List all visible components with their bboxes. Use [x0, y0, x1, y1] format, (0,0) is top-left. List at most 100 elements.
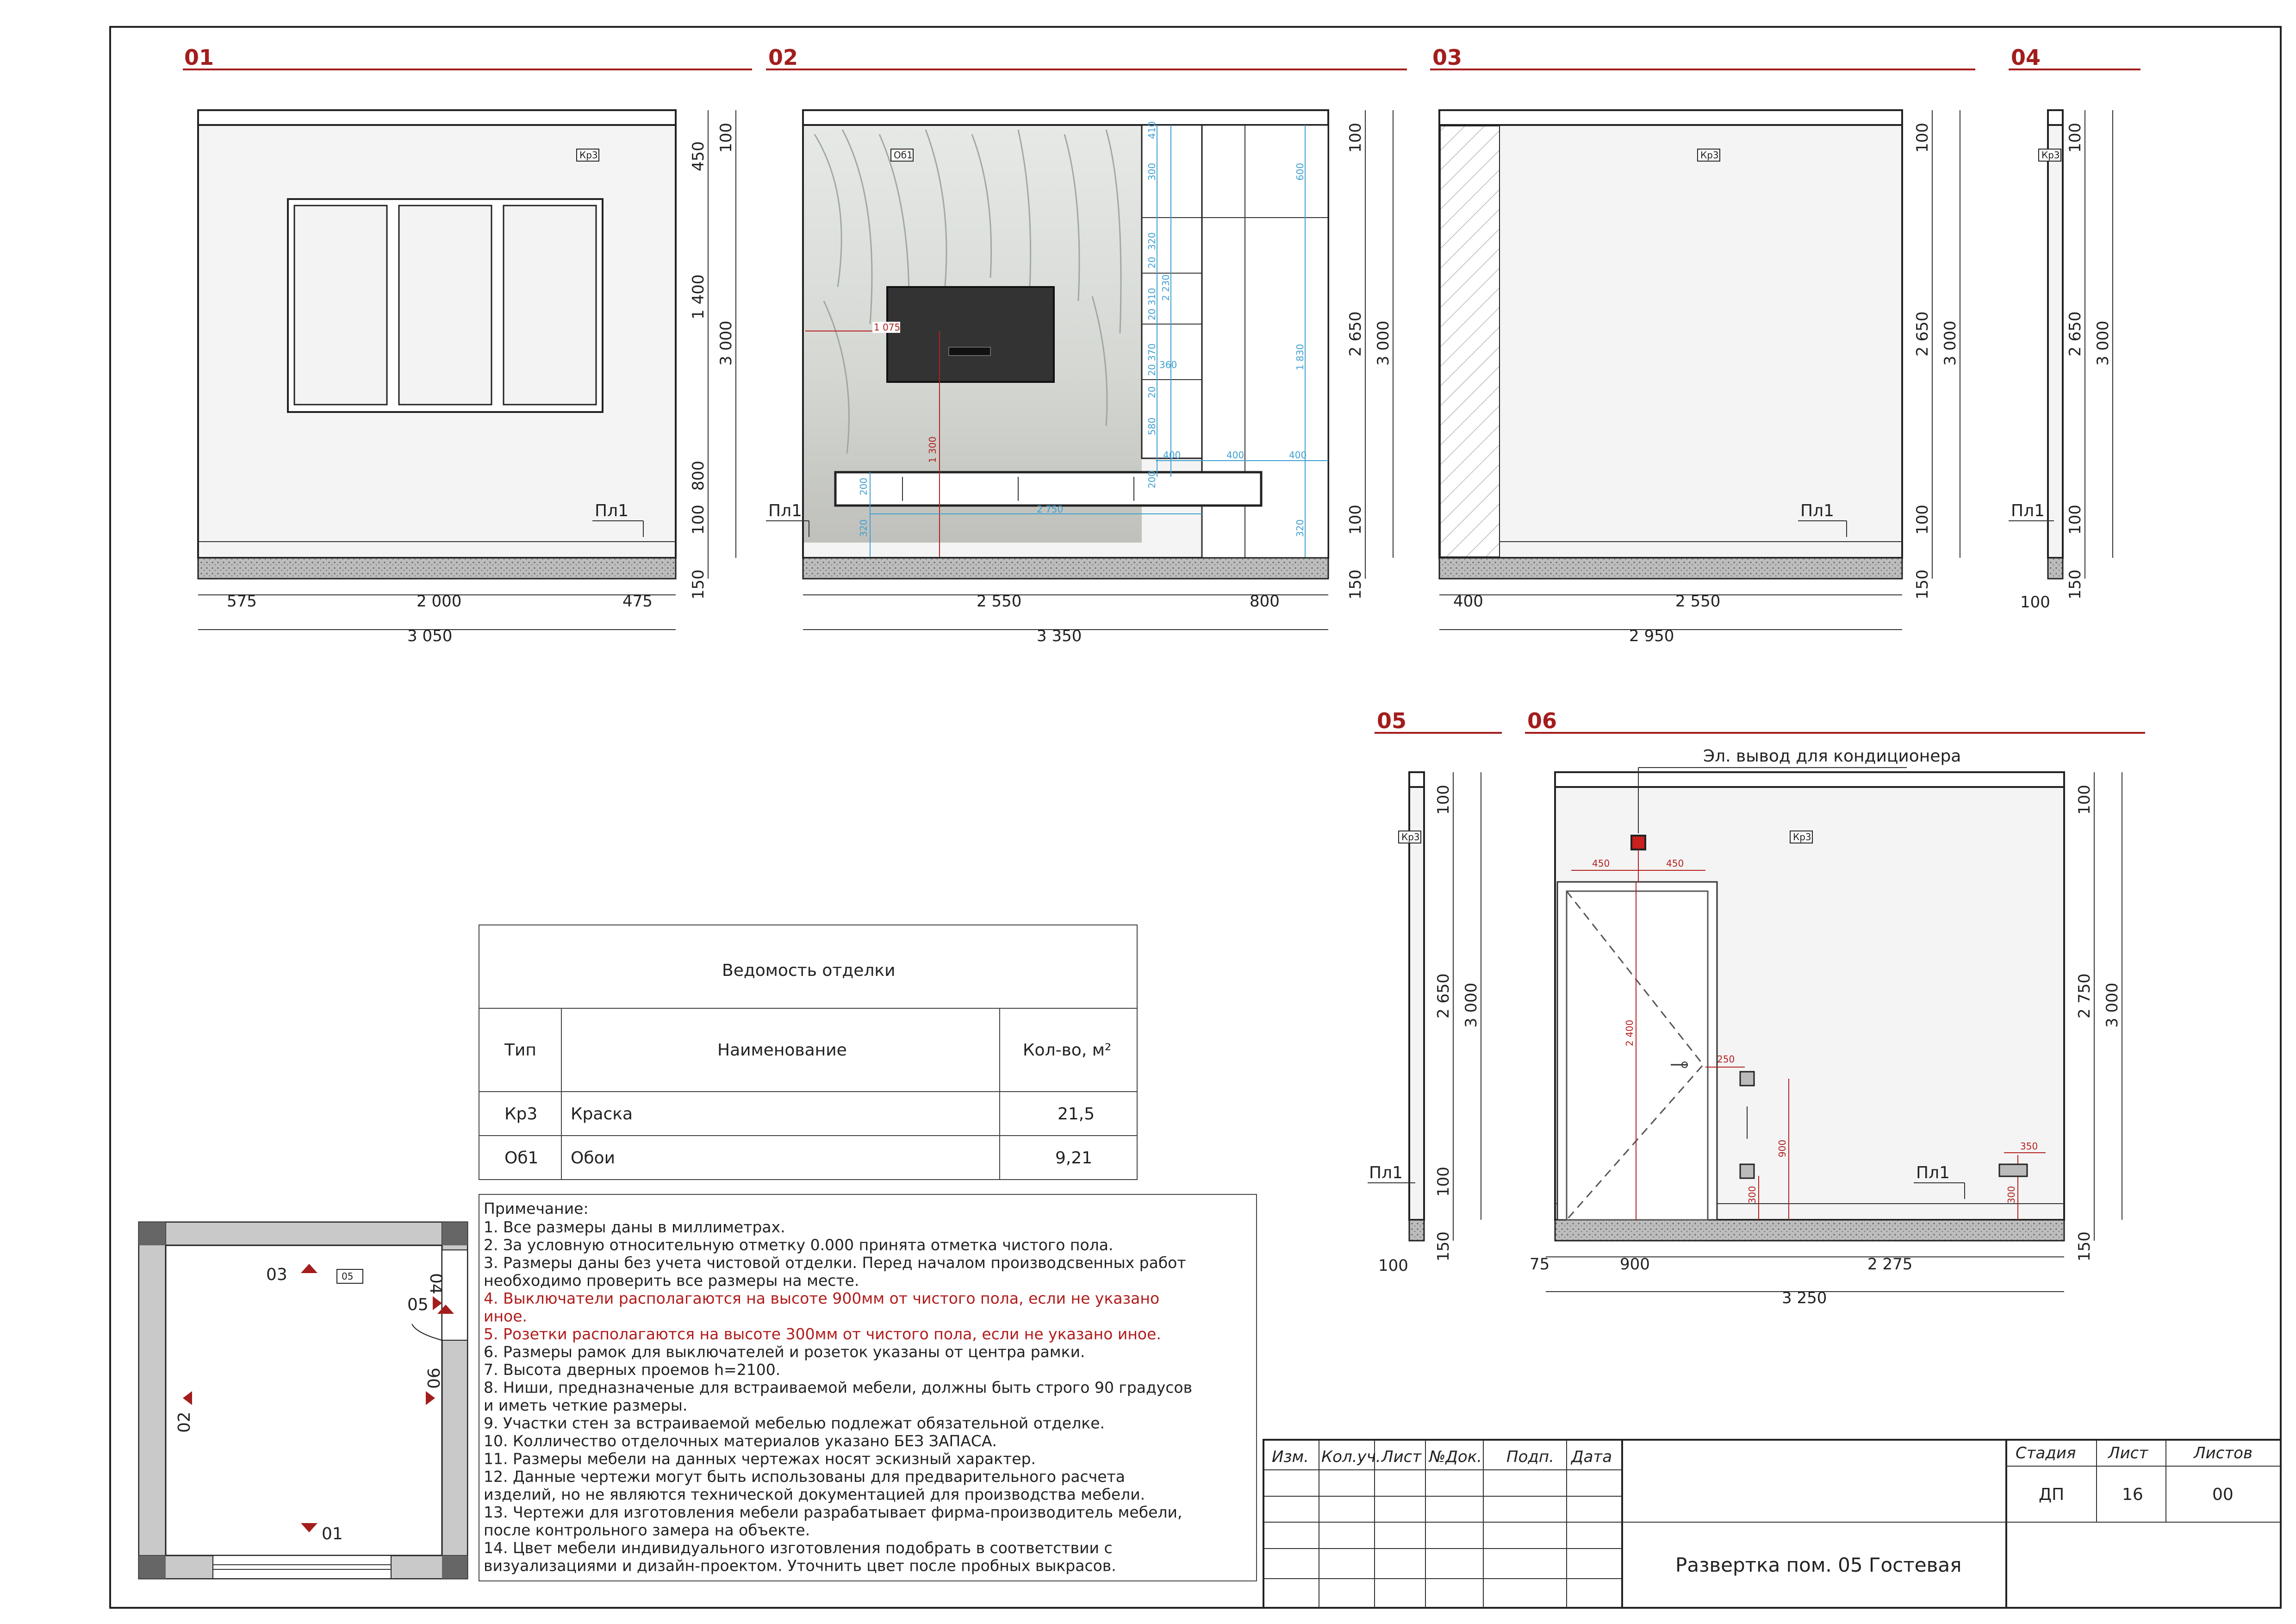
dim-text: 1 400 [689, 275, 708, 319]
table-cell: 21,5 [1058, 1105, 1095, 1124]
dim-text: 200 [1146, 471, 1157, 488]
dim-text: 1 075 [874, 322, 900, 333]
title-block-cell: Лист [1381, 1448, 1422, 1466]
note-line: 12. Данные чертежи могут быть использова… [484, 1468, 1125, 1486]
marker-label: 06 [425, 1368, 444, 1389]
title-block-value: ДП [2039, 1485, 2064, 1504]
dim-text: 150 [689, 569, 708, 600]
dim-text: 400 [1289, 450, 1307, 461]
dim-text: 320 [858, 519, 869, 537]
dim-text: 800 [689, 461, 708, 491]
title-block: Изм. Кол.уч. Лист №Док. Подп. Дата Стади… [1263, 1439, 2282, 1609]
dim-text: 20 [1146, 257, 1157, 269]
title-block-value: 16 [2122, 1485, 2143, 1504]
marker-label: 04 [426, 1273, 445, 1294]
dim-text: 2 275 [1867, 1255, 1912, 1274]
dim-text: 20 [1146, 309, 1157, 320]
view-marker [183, 1391, 192, 1405]
floor-tag: Пл1 [1800, 501, 1834, 520]
room-plan: 05 03 02 01 06 05 04 [138, 1221, 468, 1580]
dim-text: 450 [1666, 858, 1684, 869]
dim-text: 3 000 [1941, 321, 1960, 366]
title-block-value: 00 [2212, 1485, 2234, 1504]
dim-text: 370 [1146, 344, 1157, 361]
dim-text: 3 000 [1462, 983, 1481, 1028]
table-title: Ведомость отделки [722, 961, 896, 980]
dim-text: 2 650 [2066, 312, 2084, 356]
marker-label: 05 [407, 1295, 429, 1314]
dim-text: 450 [1592, 858, 1610, 869]
dim-text: 320 [1146, 232, 1157, 250]
socket [1739, 1163, 1755, 1179]
view-05-title: 05 [1377, 708, 1406, 733]
view-02-title: 02 [768, 45, 798, 70]
floor-tag: Пл1 [768, 501, 802, 520]
dim-text: 3 000 [1374, 321, 1393, 366]
dim-text: 3 000 [2094, 321, 2112, 366]
floor-tag: Пл1 [595, 501, 628, 520]
note-line: 10. Колличество отделочных материалов ук… [484, 1432, 997, 1450]
dim-text: 2 400 [1624, 1020, 1635, 1046]
double-socket [1998, 1163, 2028, 1177]
note-line: 8. Ниши, предназначеные для встраиваемой… [484, 1379, 1192, 1397]
dim-text: 2 750 [1037, 504, 1063, 515]
dim-text: 1 830 [1294, 344, 1306, 370]
finish-tag: Кр3 [579, 150, 598, 161]
dim-text: 300 [1747, 1186, 1758, 1204]
view-02: 02 1 075 1 300 [766, 45, 1407, 645]
dim-text: 150 [1434, 1231, 1453, 1262]
dim-text: 150 [2066, 569, 2084, 600]
dim-text: 2 550 [977, 592, 1021, 611]
table-header: Наименование [717, 1041, 847, 1060]
dim-text: 400 [1453, 592, 1483, 611]
marker-label: 01 [322, 1524, 343, 1543]
view-marker [426, 1391, 435, 1405]
view-marker [301, 1523, 317, 1532]
note-line: 6. Размеры рамок для выключателей и розе… [484, 1343, 1085, 1361]
dim-text: 1 300 [927, 437, 938, 463]
dim-text: 310 [1146, 288, 1157, 306]
dim-text: 3 350 [1037, 627, 1082, 645]
dim-text: 3 250 [1782, 1289, 1827, 1307]
title-block-cell: Листов [2193, 1444, 2252, 1462]
dim-text: 20 [1146, 364, 1157, 376]
dim-text: 360 [1159, 359, 1177, 370]
tv-console [834, 471, 1263, 507]
room-number: 05 [342, 1271, 353, 1282]
title-block-cell: Изм. [1272, 1448, 1309, 1466]
dim-text: 250 [1717, 1054, 1735, 1065]
title-block-cell: Кол.уч. [1321, 1448, 1381, 1466]
note-line: 9. Участки стен за встраиваемой мебелью … [484, 1414, 1105, 1432]
dim-text: 320 [1294, 519, 1306, 537]
dim-text: 100 [689, 505, 708, 535]
ac-outlet-label: Эл. вывод для кондиционера [1703, 747, 1961, 766]
dim-text: 350 [2020, 1141, 2038, 1152]
floor-tag: Пл1 [2011, 501, 2045, 520]
note-line: и иметь четкие размеры. [484, 1396, 687, 1414]
note-line: после контрольного замера на объекте. [484, 1521, 810, 1539]
note-line: необходимо проверить все размеры на мест… [484, 1272, 859, 1290]
dim-text: 900 [1620, 1255, 1650, 1274]
note-line: визуализациями и дизайн-проектом. Уточни… [484, 1557, 1116, 1575]
view-03: 03 Кр3 Пл1 100 2 650 3 000 100 150 400 2… [1430, 45, 1975, 645]
floor-slab [197, 557, 677, 580]
note-line: 3. Размеры даны без учета чистовой отдел… [484, 1254, 1186, 1272]
dim-text: 2 230 [1160, 275, 1171, 301]
ceiling-line [197, 109, 677, 126]
dim-text: 900 [1777, 1140, 1788, 1157]
view-marker [433, 1296, 442, 1310]
title-block-cell: Подп. [1506, 1448, 1554, 1466]
dim-text: 2 950 [1629, 627, 1674, 645]
notes-title: Примечание: [484, 1199, 589, 1218]
dim-text: 100 [1434, 1167, 1453, 1197]
dim-text: 3 000 [717, 321, 735, 366]
view-06-title: 06 [1527, 708, 1557, 733]
dim-text: 150 [1346, 569, 1365, 600]
view-05: 05 Кр3 Пл1 100 2 650 3 000 100 150 100 [1368, 708, 1502, 1275]
dim-text: 3 050 [407, 627, 452, 645]
dim-text: 100 [1346, 123, 1365, 153]
sheet-frame [109, 26, 2282, 1609]
view-04: 04 Кр3 Пл1 100 2 650 3 000 100 150 100 [2009, 45, 2140, 612]
dim-text: 20 [1146, 387, 1157, 398]
